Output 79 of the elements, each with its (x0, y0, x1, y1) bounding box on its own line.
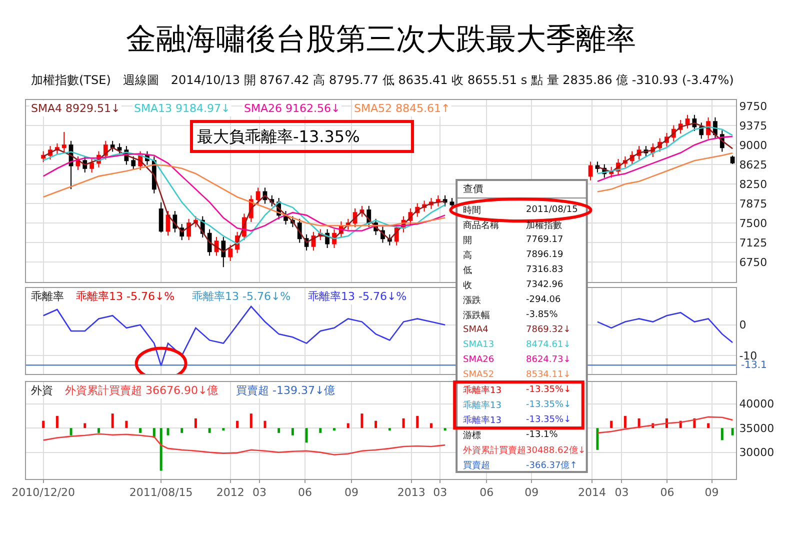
text: SMA13 9184.97↓ (134, 102, 230, 115)
annotation: 最大負乖離率-13.35% (197, 127, 360, 146)
annotation: 買賣超 (463, 460, 490, 471)
annotation: -13.35%↓ (526, 415, 572, 425)
chart-title: 外資 (31, 384, 53, 397)
annotation: 游標 (463, 430, 481, 441)
x-tick-label: 09 (344, 486, 359, 500)
annotation: SMA52 (463, 370, 494, 380)
x-tick-label: 03 (433, 486, 448, 500)
text: SMA52 8845.61↑ (354, 102, 450, 115)
y-tick-label: 6750 (739, 256, 768, 269)
annotation: -13.1% (526, 430, 558, 440)
x-tick-label: 2014 (578, 486, 606, 500)
x-tick-label: 09 (704, 486, 719, 500)
annotation: SMA26 (463, 355, 494, 365)
annotation: 30488.62億↓ (526, 445, 586, 456)
annotation: 商品名稱 (463, 220, 499, 231)
y-tick-label: 9375 (739, 119, 768, 132)
annotation: 時間 (463, 205, 481, 216)
annotation: 高 (463, 250, 472, 261)
x-tick-label: 09 (524, 486, 539, 500)
chart-subtitle: 加權指數(TSE) 週線圖 2014/10/13 開 8767.42 高 8795.77 低 8635.41 收 8655.51 s 點 量 2835.86 億 -310.93 (-3.47%) (31, 73, 734, 87)
annotation: -13.35%↓ (526, 400, 572, 410)
chart-title: 乖離率 (31, 290, 64, 303)
x-tick-label: 06 (480, 486, 494, 500)
y-tick-label: 35000 (739, 422, 774, 435)
annotation: 加權指數 (526, 220, 562, 231)
y-tick-label: 40000 (739, 398, 774, 411)
annotation: -294.06 (526, 295, 562, 305)
legend-label: 乖離率13 -5.76↓% (192, 290, 291, 303)
y-tick-label: 8625 (739, 158, 768, 172)
legend-label: 乖離率13 -5.76↓% (76, 290, 175, 303)
y-tick-label: 9750 (739, 100, 768, 113)
annotation: 乖離率13 (463, 385, 502, 396)
annotation: 7316.83 (526, 265, 564, 275)
annotation: 外資累計買賣超 (463, 445, 526, 456)
x-tick-label: 2010/12/20 (12, 486, 76, 500)
ref-line-label: -13.1 (741, 360, 767, 371)
y-tick-label: 30000 (739, 446, 774, 460)
x-tick-label: 06 (660, 486, 674, 500)
annotation: -3.85% (526, 310, 558, 320)
annotation: 收 (463, 280, 472, 291)
annotation: 查價 (463, 183, 483, 195)
annotation: 7896.19 (526, 250, 564, 260)
text: SMA4 8929.51↓ (31, 102, 120, 115)
series-label: 乖離率13 -5.76↓% (308, 290, 407, 303)
annotation: 漲跌 (463, 295, 481, 306)
x-tick-label: 06 (298, 486, 312, 500)
y-tick-label: 8250 (739, 178, 768, 191)
x-tick-label: 2012 (216, 486, 244, 500)
y-tick-label: 9000 (739, 138, 768, 152)
chart-title: 金融海嘯後台股第三次大跌最大季離率 (126, 22, 636, 57)
x-tick-label: 2011/08/15 (129, 486, 193, 500)
annotation: 7342.96 (526, 280, 564, 290)
annotation: 低 (463, 265, 472, 276)
annotation: 7869.32↓ (526, 325, 571, 335)
annotation: -366.37億↑ (526, 460, 578, 471)
annotation: SMA13 (463, 340, 494, 350)
annotation: 漲跌幅 (463, 310, 490, 321)
text: SMA26 9162.56↓ (244, 102, 340, 115)
annotation: SMA4 (463, 325, 489, 335)
annotation: 7769.17 (526, 235, 564, 245)
y-tick-label: 7125 (739, 236, 768, 250)
y-tick-label: 0 (739, 318, 746, 332)
x-tick-label: 2013 (397, 486, 426, 500)
series-label: 買賣超 -139.37↓億 (236, 384, 336, 397)
annotation: 8474.61↓ (526, 340, 571, 350)
annotation: 8624.73↓ (526, 355, 571, 365)
annotation: 開 (463, 235, 472, 246)
annotation: 2011/08/15 (526, 205, 578, 215)
annotation: -13.35%↓ (526, 385, 572, 395)
annotation: 乖離率13 (463, 415, 502, 426)
annotation: 8534.11↓ (526, 370, 571, 380)
x-tick-label: 03 (614, 486, 629, 500)
y-tick-label: 7500 (739, 216, 768, 230)
x-tick-label: 03 (252, 486, 267, 500)
annotation: 乖離率13 (463, 400, 502, 411)
text: 外資累計買賣超 36676.90↓億 (65, 384, 218, 397)
y-tick-label: 7875 (739, 197, 768, 210)
